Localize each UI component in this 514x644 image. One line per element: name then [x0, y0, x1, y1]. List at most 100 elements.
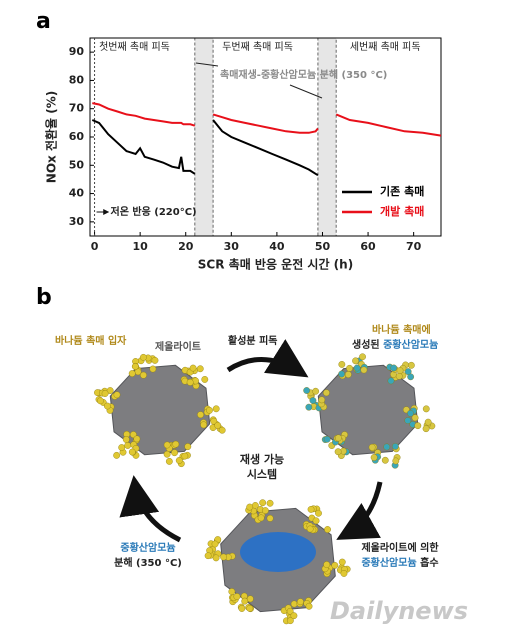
x-tick-label: 10 — [132, 240, 148, 253]
catalyst-particle — [391, 443, 399, 450]
catalyst-particle — [212, 405, 220, 413]
catalyst-particle — [422, 425, 430, 433]
catalyst-particle — [323, 435, 331, 443]
catalyst-particle — [163, 441, 171, 449]
catalyst-particle — [315, 509, 322, 517]
catalyst-particle — [106, 387, 114, 394]
catalyst-particle — [211, 540, 219, 548]
catalyst-particle — [323, 561, 331, 569]
x-tick-label: 40 — [269, 240, 285, 253]
arrow — [336, 481, 383, 540]
arrow — [226, 339, 309, 378]
catalyst-particle — [303, 387, 311, 394]
catalyst-particle — [204, 552, 212, 560]
catalyst-particle — [396, 367, 404, 374]
catalyst-particle — [335, 434, 342, 442]
catalyst-particle — [407, 409, 414, 417]
catalyst-particle — [334, 448, 342, 456]
catalyst-particle — [186, 378, 194, 386]
y-tick-label: 30 — [69, 215, 85, 228]
catalyst-particle — [338, 370, 346, 378]
catalyst-particle — [309, 397, 317, 404]
watermark: Dailynews — [330, 597, 468, 625]
catalyst-particle — [390, 364, 398, 372]
annotation: 저온 반응 (220°C) — [111, 205, 197, 218]
catalyst-particle — [370, 454, 378, 461]
catalyst-particle — [305, 403, 313, 411]
catalyst-particle — [206, 406, 213, 414]
annotation: 두번째 촉매 피독 — [222, 41, 293, 53]
catalyst-particle — [424, 418, 432, 426]
x-tick-label: 30 — [224, 240, 240, 253]
catalyst-particle — [238, 605, 246, 612]
label: 제올라이트에 의한 — [361, 541, 439, 554]
catalyst-particle — [200, 421, 208, 429]
annotation: 첫번째 촉매 피독 — [99, 41, 170, 53]
legend-label: 기존 촉매 — [380, 184, 424, 198]
catalyst-particle — [266, 499, 274, 507]
catalyst-particle — [122, 436, 130, 443]
label: 흡수 — [417, 556, 439, 569]
catalyst-particle — [151, 356, 159, 364]
catalyst-particle — [171, 449, 178, 457]
catalyst-particle — [201, 376, 209, 383]
catalyst-particle — [360, 366, 368, 374]
label: 생성된 — [352, 338, 383, 351]
catalyst-particle — [383, 443, 391, 451]
catalyst-particle — [128, 448, 136, 456]
y-tick-label: 70 — [69, 102, 85, 115]
label: 분해 (350 °C) — [114, 556, 182, 569]
absorbed-ammonium — [240, 532, 316, 572]
label: 중황산암모늄 — [383, 338, 438, 351]
y-tick-label: 90 — [69, 45, 85, 58]
x-axis-label: SCR 촉매 반응 운전 시간 (h) — [198, 257, 353, 272]
x-tick-label: 50 — [315, 240, 331, 253]
catalyst-particle — [266, 514, 274, 522]
catalyst-particle — [306, 525, 314, 533]
catalyst-particle — [411, 414, 419, 422]
catalyst-particle — [149, 365, 157, 373]
catalyst-particle — [246, 595, 254, 603]
panel-label: b — [36, 285, 52, 310]
x-tick-label: 0 — [91, 240, 99, 253]
catalyst-particle — [395, 372, 403, 380]
catalyst-particle — [338, 361, 346, 368]
catalyst-particle — [233, 593, 241, 600]
catalyst-particle — [101, 390, 109, 397]
catalyst-particle — [228, 588, 236, 596]
catalyst-particle — [189, 364, 197, 372]
series-line — [92, 102, 442, 137]
shaded-region — [194, 37, 214, 237]
shaded-region — [317, 37, 337, 237]
catalyst-particle — [220, 553, 227, 561]
catalyst-particle — [368, 443, 376, 451]
catalyst-particle — [97, 397, 104, 405]
catalyst-particle — [404, 368, 412, 376]
catalyst-particle — [212, 554, 220, 562]
catalyst-particle — [184, 443, 192, 451]
label: 바나듐 촉매에 — [372, 323, 431, 336]
catalyst-particle — [359, 353, 366, 361]
catalyst-particle — [346, 364, 353, 372]
label: 활성분 피독 — [228, 334, 277, 347]
catalyst-particle — [305, 602, 313, 610]
catalyst-particle — [172, 440, 180, 448]
arrow — [119, 475, 182, 543]
catalyst-particle — [103, 402, 111, 410]
series-line — [91, 119, 319, 177]
catalyst-particle — [344, 371, 352, 378]
x-tick-label: 20 — [178, 240, 194, 253]
x-tick-label: 70 — [406, 240, 422, 253]
catalyst-particle — [297, 598, 304, 606]
y-tick-label: 50 — [69, 158, 85, 171]
catalyst-particle — [259, 499, 267, 507]
catalyst-particle — [218, 426, 226, 434]
catalyst-particle — [387, 377, 395, 385]
catalyst-particle — [124, 442, 132, 449]
catalyst-particle — [163, 450, 171, 458]
catalyst-particle — [214, 421, 222, 429]
label: 시스템 — [247, 467, 277, 481]
catalyst-particle — [392, 457, 400, 465]
catalyst-particle — [286, 607, 294, 615]
